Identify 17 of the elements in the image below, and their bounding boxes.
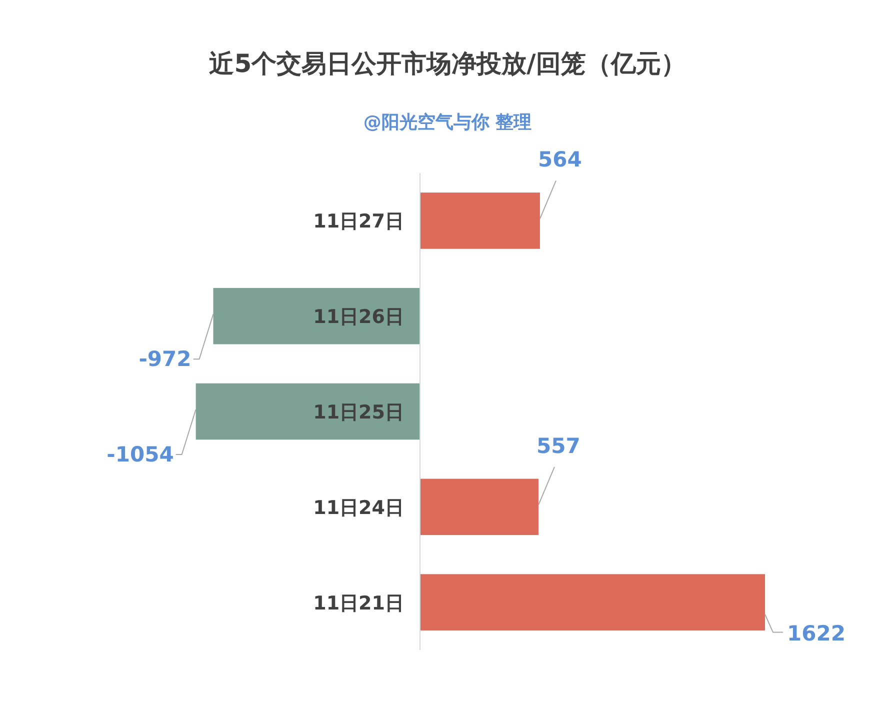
chart-title: 近5个交易日公开市场净投放/回笼（亿元）	[209, 49, 686, 78]
bar	[420, 478, 538, 536]
data-label: -1054	[106, 442, 174, 466]
y-tick-label: 11日25日	[313, 402, 404, 424]
data-label: -972	[138, 347, 192, 372]
bar	[420, 574, 765, 630]
bar	[196, 383, 420, 440]
data-label: 564	[538, 148, 582, 172]
chart-subtitle: @阳光空气与你 整理	[363, 112, 532, 133]
y-tick-label: 11日24日	[313, 496, 404, 519]
y-tick-label: 11日26日	[313, 306, 404, 328]
bar	[420, 192, 540, 249]
y-tick-label: 11日27日	[313, 210, 404, 233]
bar	[213, 288, 420, 344]
y-tick-label: 11日21日	[313, 592, 404, 614]
data-label: 1622	[787, 621, 846, 646]
data-label: 557	[536, 434, 580, 458]
